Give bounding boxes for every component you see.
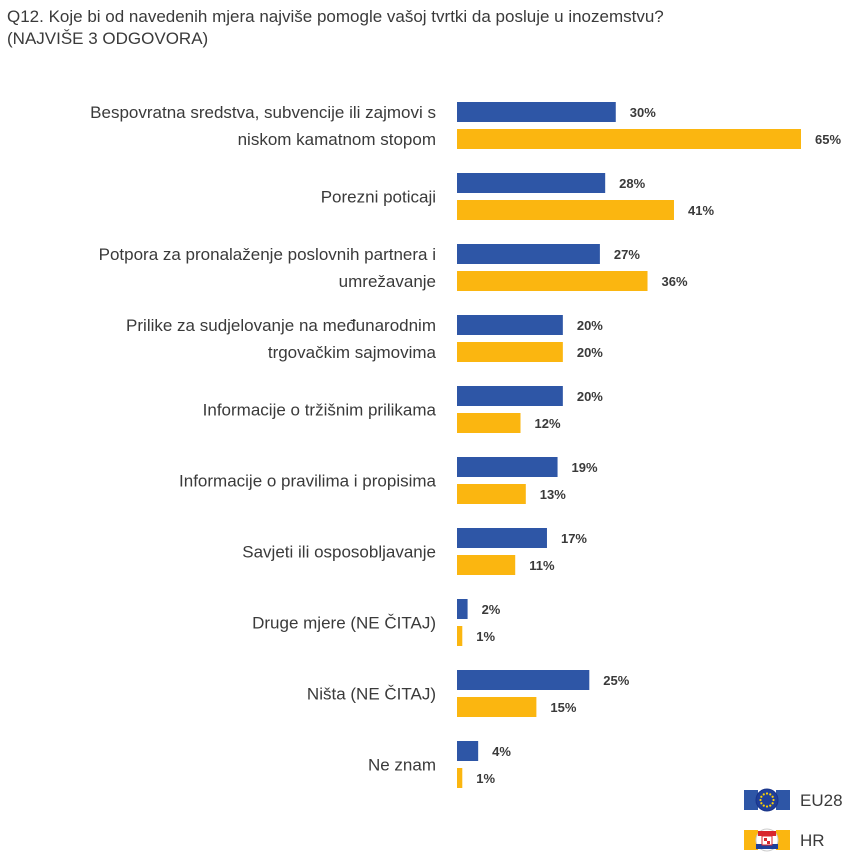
eu-flag-star bbox=[765, 805, 769, 808]
eu28-bar bbox=[457, 173, 606, 193]
hr-bar bbox=[457, 271, 648, 291]
eu28-value-label: 17% bbox=[561, 531, 587, 546]
eu28-bar bbox=[457, 244, 600, 264]
croatia-flag-blue-band bbox=[756, 844, 778, 849]
hr-value-label: 36% bbox=[662, 274, 688, 289]
eu28-bar bbox=[457, 315, 563, 335]
hr-bar bbox=[457, 129, 801, 149]
eu-flag-icon bbox=[755, 788, 779, 812]
hr-value-label: 65% bbox=[815, 132, 841, 147]
eu28-bar bbox=[457, 386, 563, 406]
hr-value-label: 12% bbox=[535, 416, 561, 431]
eu28-value-label: 4% bbox=[492, 744, 511, 759]
croatia-flag-red-band bbox=[758, 831, 776, 836]
hr-bar bbox=[457, 626, 463, 646]
hr-bar bbox=[457, 768, 463, 788]
hr-value-label: 15% bbox=[550, 700, 576, 715]
category-label: Ne znam bbox=[368, 756, 436, 775]
eu28-bar bbox=[457, 102, 616, 122]
category-label: Ništa (NE ČITAJ) bbox=[307, 685, 436, 704]
croatia-flag-check bbox=[767, 841, 770, 844]
hr-bar bbox=[457, 697, 537, 717]
category-label: Porezni poticaji bbox=[321, 188, 436, 207]
eu28-value-label: 20% bbox=[577, 318, 603, 333]
category-label: trgovačkim sajmovima bbox=[268, 343, 437, 362]
eu28-value-label: 20% bbox=[577, 389, 603, 404]
eu-flag-star bbox=[759, 798, 762, 802]
category-label: Savjeti ili osposobljavanje bbox=[242, 543, 436, 562]
legend-swatch-right bbox=[776, 790, 790, 810]
category-label: Informacije o pravilima i propisima bbox=[179, 472, 437, 491]
category-label: umrežavanje bbox=[339, 272, 436, 291]
hr-bar bbox=[457, 342, 563, 362]
category-label: Potpora za pronalaženje poslovnih partne… bbox=[99, 245, 436, 264]
legend: EU28 HR bbox=[744, 788, 843, 852]
category-label: Druge mjere (NE ČITAJ) bbox=[252, 614, 436, 633]
eu-flag-star bbox=[769, 804, 772, 807]
eu-flag-star bbox=[771, 795, 774, 798]
hr-value-label: 1% bbox=[476, 771, 495, 786]
eu-flag-star bbox=[772, 798, 775, 802]
croatia-flag-icon bbox=[755, 828, 779, 852]
bars-layer: Bespovratna sredstva, subvencije ili zaj… bbox=[90, 102, 841, 788]
eu-flag-star bbox=[765, 792, 769, 795]
hr-bar bbox=[457, 413, 521, 433]
category-label: Prilike za sudjelovanje na međunarodnim bbox=[126, 316, 436, 335]
hr-value-label: 20% bbox=[577, 345, 603, 360]
eu28-value-label: 30% bbox=[630, 105, 656, 120]
hr-value-label: 1% bbox=[476, 629, 495, 644]
category-label: niskom kamatnom stopom bbox=[238, 130, 436, 149]
eu-flag-star bbox=[769, 793, 772, 796]
eu-flag-star bbox=[760, 802, 763, 805]
legend-swatch-right bbox=[776, 830, 790, 850]
chart-title: Q12. Koje bi od navedenih mjera najviše … bbox=[7, 6, 852, 50]
chart-title-line-2: (NAJVIŠE 3 ODGOVORA) bbox=[7, 29, 209, 48]
hr-value-label: 41% bbox=[688, 203, 714, 218]
legend-swatch-left bbox=[744, 790, 758, 810]
eu28-bar bbox=[457, 599, 468, 619]
eu28-bar bbox=[457, 457, 558, 477]
hr-value-label: 13% bbox=[540, 487, 566, 502]
hr-bar bbox=[457, 200, 674, 220]
eu-flag-star bbox=[762, 804, 765, 807]
legend-swatch-left bbox=[744, 830, 758, 850]
legend-label-eu28: EU28 bbox=[800, 791, 843, 810]
eu28-bar bbox=[457, 741, 479, 761]
chart-title-line-1: Q12. Koje bi od navedenih mjera najviše … bbox=[7, 7, 664, 26]
eu28-value-label: 28% bbox=[619, 176, 645, 191]
hr-bar bbox=[457, 555, 516, 575]
eu28-value-label: 25% bbox=[603, 673, 629, 688]
eu28-bar bbox=[457, 528, 547, 548]
category-label: Bespovratna sredstva, subvencije ili zaj… bbox=[90, 103, 436, 122]
croatia-flag-check bbox=[764, 838, 767, 841]
eu28-value-label: 19% bbox=[572, 460, 598, 475]
hr-bar bbox=[457, 484, 526, 504]
eu-flag-star bbox=[762, 793, 765, 796]
eu28-bar bbox=[457, 670, 590, 690]
eu28-value-label: 27% bbox=[614, 247, 640, 262]
legend-label-hr: HR bbox=[800, 831, 825, 850]
eu28-value-label: 2% bbox=[482, 602, 501, 617]
category-label: Informacije o tržišnim prilikama bbox=[203, 401, 437, 420]
eu-flag-star bbox=[760, 795, 763, 798]
eu-flag-disc bbox=[755, 788, 779, 812]
eu-flag-star bbox=[771, 802, 774, 805]
hr-value-label: 11% bbox=[529, 558, 555, 573]
